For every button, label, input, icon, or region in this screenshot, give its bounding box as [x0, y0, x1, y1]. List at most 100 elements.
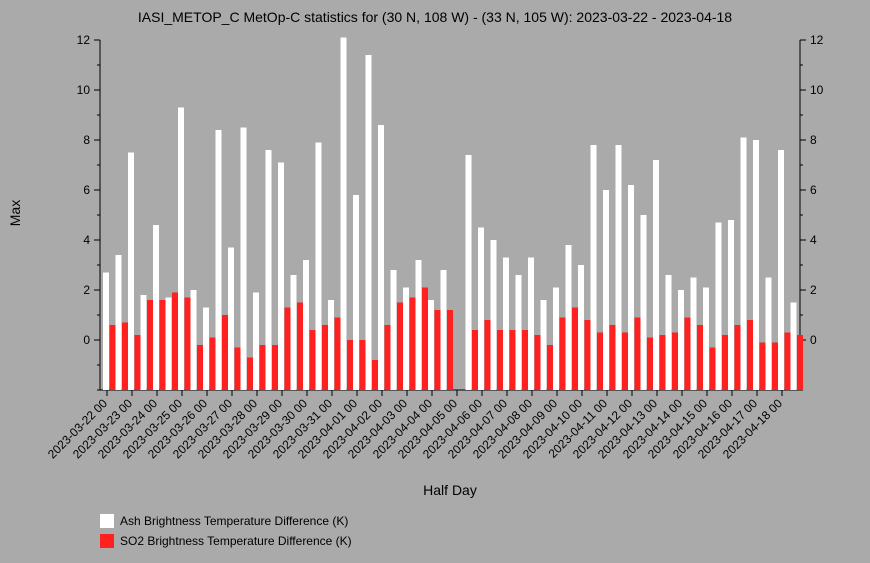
bar-ash: [603, 190, 609, 390]
bar-so2: [484, 320, 491, 390]
bar-so2: [534, 335, 541, 390]
bar-so2: [472, 330, 478, 390]
bar-ash: [728, 220, 734, 390]
bar-so2: [747, 320, 753, 390]
bar-ash: [778, 150, 784, 390]
bar-ash: [740, 137, 747, 390]
y-tick-label-right: 0: [810, 333, 817, 347]
y-tick-label-left: 2: [83, 283, 90, 297]
bar-ash: [540, 300, 547, 390]
bar-so2: [409, 297, 416, 390]
bar-so2: [372, 360, 378, 390]
bar-so2: [772, 342, 778, 390]
bar-so2: [609, 325, 616, 390]
legend-label-so2: SO2 Brightness Temperature Difference (K…: [120, 534, 352, 548]
bar-so2: [622, 332, 628, 390]
y-tick-label-right: 2: [810, 283, 817, 297]
bar-ash: [253, 292, 259, 390]
bar-so2: [497, 330, 503, 390]
bar-so2: [722, 335, 728, 390]
bar-ash: [215, 130, 222, 390]
bar-so2: [697, 325, 703, 390]
y-tick-label-right: 6: [810, 183, 817, 197]
bar-ash: [528, 257, 534, 390]
bar-so2: [434, 310, 441, 390]
bar-so2: [597, 332, 603, 390]
bar-ash: [153, 225, 159, 390]
bar-so2: [559, 317, 566, 390]
bar-ash: [278, 162, 284, 390]
bar-so2: [272, 345, 278, 390]
legend: Ash Brightness Temperature Difference (K…: [100, 511, 352, 551]
y-tick-label-left: 8: [83, 133, 90, 147]
bar-so2: [647, 337, 653, 390]
y-tick-label-right: 4: [810, 233, 817, 247]
bar-ash: [390, 270, 397, 390]
bar-ash: [690, 277, 697, 390]
bar-ash: [303, 260, 309, 390]
bar-ash: [753, 140, 759, 390]
bar-ash: [140, 295, 147, 390]
bar-so2: [347, 340, 353, 390]
bar-ash: [703, 287, 709, 390]
bar-ash: [678, 290, 684, 390]
bar-ash: [315, 142, 322, 390]
bar-ash: [465, 155, 472, 390]
x-axis-label: Half Day: [423, 482, 477, 498]
bar-so2: [109, 325, 116, 390]
bar-so2: [222, 315, 228, 390]
bar-so2: [184, 297, 191, 390]
bar-so2: [422, 287, 428, 390]
legend-item-ash: Ash Brightness Temperature Difference (K…: [100, 511, 352, 531]
y-tick-label-left: 4: [83, 233, 90, 247]
bar-ash: [265, 150, 272, 390]
y-tick-label-right: 8: [810, 133, 817, 147]
bar-so2: [384, 325, 391, 390]
bar-so2: [509, 330, 516, 390]
bar-so2: [784, 332, 791, 390]
bar-ash: [353, 195, 359, 390]
bar-ash: [340, 37, 347, 390]
bar-ash: [590, 145, 597, 390]
legend-swatch-ash: [100, 514, 114, 528]
bar-so2: [247, 357, 253, 390]
bar-so2: [572, 307, 578, 390]
bar-so2: [522, 330, 528, 390]
y-tick-label-right: 12: [810, 33, 824, 47]
bar-ash: [515, 275, 522, 390]
y-tick-label-left: 0: [83, 333, 90, 347]
bar-ash: [628, 185, 634, 390]
bar-ash: [715, 222, 722, 390]
bar-so2: [284, 307, 291, 390]
y-tick-label-left: 12: [77, 33, 91, 47]
bar-ash: [503, 257, 509, 390]
bar-so2: [659, 335, 666, 390]
bar-so2: [172, 292, 178, 390]
bar-so2: [359, 340, 366, 390]
chart-title: IASI_METOP_C MetOp-C statistics for (30 …: [137, 9, 733, 25]
bar-so2: [197, 345, 203, 390]
bar-ash: [378, 125, 384, 390]
bar-so2: [672, 332, 678, 390]
bar-ash: [128, 152, 134, 390]
bar-so2: [634, 317, 641, 390]
bar-ash: [365, 55, 372, 390]
bar-so2: [309, 330, 316, 390]
bar-so2: [797, 335, 803, 390]
bar-ash: [615, 145, 622, 390]
bar-ash: [665, 275, 672, 390]
bar-so2: [547, 345, 553, 390]
bar-ash: [415, 260, 422, 390]
bar-so2: [709, 347, 716, 390]
bar-so2: [259, 345, 266, 390]
bar-ash: [490, 240, 497, 390]
y-tick-label-right: 10: [810, 83, 824, 97]
bar-ash: [578, 265, 584, 390]
bar-ash: [115, 255, 122, 390]
y-tick-label-left: 10: [77, 83, 91, 97]
bar-so2: [297, 302, 303, 390]
bar-ash: [228, 247, 234, 390]
bar-so2: [584, 320, 591, 390]
bar-ash: [290, 275, 297, 390]
